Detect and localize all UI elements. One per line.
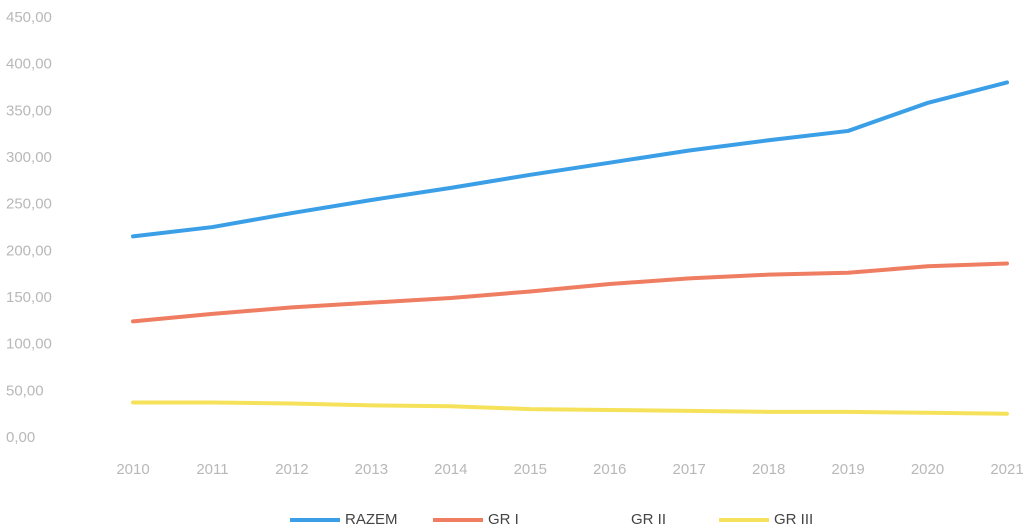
y-tick-label: 350,00 — [6, 102, 52, 119]
x-tick-label: 2016 — [593, 461, 626, 478]
y-tick-label: 450,00 — [6, 9, 52, 26]
y-tick-label: 100,00 — [6, 336, 52, 353]
series-line — [131, 261, 1009, 324]
y-tick-label: 250,00 — [6, 196, 52, 213]
x-tick-label: 2017 — [672, 461, 705, 478]
x-tick-label: 2012 — [275, 461, 308, 478]
series-line — [131, 400, 1009, 416]
legend-label: GR III — [774, 511, 813, 528]
y-tick-label: 50,00 — [6, 382, 44, 399]
y-tick-label: 200,00 — [6, 242, 52, 259]
x-tick-label: 2018 — [752, 461, 785, 478]
legend-label: GR II — [631, 511, 666, 528]
x-tick-label: 2010 — [116, 461, 149, 478]
x-tick-label: 2014 — [434, 461, 467, 478]
legend-label: GR I — [488, 511, 519, 528]
y-tick-label: 150,00 — [6, 289, 52, 306]
x-tick-label: 2020 — [911, 461, 944, 478]
x-tick-label: 2021 — [990, 461, 1023, 478]
x-tick-label: 2013 — [355, 461, 388, 478]
series-line — [131, 80, 1009, 239]
legend-label: RAZEM — [345, 511, 398, 528]
y-tick-label: 400,00 — [6, 56, 52, 73]
x-tick-label: 2011 — [196, 461, 228, 478]
y-tick-label: 0,00 — [6, 429, 35, 446]
x-tick-label: 2019 — [831, 461, 864, 478]
y-tick-label: 300,00 — [6, 149, 52, 166]
x-tick-label: 2015 — [514, 461, 547, 478]
